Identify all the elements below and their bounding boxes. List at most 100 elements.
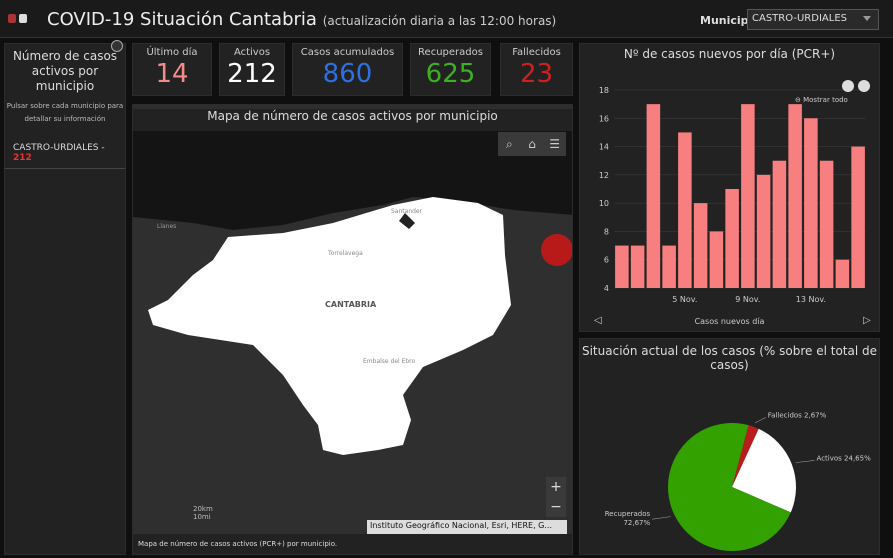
kpi-label: Activos: [233, 47, 271, 58]
kpi-value: 860: [322, 59, 373, 89]
map-attribution: Instituto Geográfico Nacional, Esri, HER…: [367, 520, 567, 534]
bar[interactable]: [725, 189, 739, 288]
bar[interactable]: [693, 203, 708, 288]
kpi-value: 23: [519, 59, 554, 89]
bar[interactable]: [709, 231, 724, 288]
list-icon[interactable]: ☰: [549, 137, 561, 151]
chevron-down-icon: [863, 16, 871, 21]
bar[interactable]: [772, 160, 787, 288]
expand-icon[interactable]: [111, 40, 123, 52]
bar-chart-title: Nº de casos nuevos por día (PCR+): [623, 47, 836, 61]
map-toolbar: ⌕ ⌂ ☰: [498, 132, 566, 156]
kpi-ultimo-dia: Último día 14: [132, 43, 212, 96]
kpi-fallecidos: Fallecidos 23: [500, 43, 573, 96]
zoom-out-icon[interactable]: −: [550, 499, 562, 515]
search-icon[interactable]: ⌕: [505, 137, 513, 151]
y-tick-label: 16: [599, 114, 609, 123]
kpi-label: Casos acumulados: [300, 47, 395, 58]
y-tick-label: 18: [599, 86, 609, 95]
bar[interactable]: [835, 259, 850, 288]
scroll-right-icon[interactable]: ▷: [863, 315, 871, 326]
kpi-value: 625: [425, 59, 476, 89]
bar[interactable]: [741, 104, 755, 288]
x-tick-label: 9 Nov.: [735, 295, 760, 304]
pie-chart[interactable]: Fallecidos 2,67% Activos 24,65% Recuperado…: [580, 363, 879, 553]
bar-chart-panel: Nº de casos nuevos por día (PCR+) 4 6 8 10 1…: [579, 43, 880, 332]
sidebar-heading: Número de casos activos por municipio: [12, 49, 118, 93]
bar[interactable]: [851, 146, 865, 288]
kpi-label: Fallecidos: [512, 47, 561, 58]
mostrar-todo-button[interactable]: ⊖ Mostrar todo: [795, 96, 848, 104]
map-label-embalse: Embalse del Ebro: [363, 358, 416, 365]
x-tick-label: 13 Nov.: [796, 295, 826, 304]
x-tick-label: 5 Nov.: [672, 295, 697, 304]
pie-chart-panel: Situación actual de los casos (% sobre e…: [579, 338, 880, 555]
pie-slice[interactable]: [732, 425, 759, 487]
kpi-recuperados: Recuperados 625: [410, 43, 491, 96]
pie-leader-line: [754, 417, 766, 424]
zoom-control: + −: [546, 477, 566, 517]
y-tick-label: 4: [604, 284, 609, 293]
y-tick-label: 8: [604, 227, 609, 236]
case-circle-castro-urdiales[interactable]: [541, 234, 573, 266]
kpi-label: Último día: [146, 47, 198, 58]
map-footer: Mapa de número de casos activos (PCR+) p…: [133, 534, 572, 554]
y-tick-label: 12: [599, 171, 609, 180]
bar[interactable]: [646, 104, 661, 288]
bar-chart[interactable]: 4 6 8 10 12 14 16 18 5 Nov. 9 Nov. 13 Nov.: [580, 66, 879, 331]
municipio-value: CASTRO-URDIALES: [752, 13, 847, 24]
bar[interactable]: [788, 104, 802, 288]
kpi-value: 212: [227, 59, 277, 89]
bar[interactable]: [804, 118, 818, 289]
pie-chart-title: Situación actual de los casos (% sobre e…: [581, 344, 877, 372]
bar[interactable]: [756, 174, 771, 288]
bar[interactable]: [678, 132, 692, 288]
pause-icon[interactable]: [842, 80, 854, 92]
scale-km: 20km: [193, 505, 213, 513]
kpi-casos-acumulados: Casos acumulados 860: [292, 43, 403, 96]
municipio-select[interactable]: CASTRO-URDIALES: [747, 9, 879, 30]
bar-chart-xlabel: Casos nuevos día: [694, 317, 765, 326]
map-label-santander: Santander: [391, 208, 423, 215]
pie-label: Fallecidos 2,67%: [768, 411, 827, 419]
page-subtitle: (actualización diaria a las 12:00 horas): [322, 14, 557, 28]
pie-slice[interactable]: [732, 428, 796, 513]
list-item-municipio[interactable]: CASTRO-URDIALES - 212: [5, 143, 125, 169]
pie-label: Recuperados 72,67%: [605, 510, 651, 527]
zoom-in-icon[interactable]: +: [550, 479, 562, 495]
pie-slice[interactable]: [668, 423, 791, 551]
logo: [8, 14, 27, 23]
scale-mi: 10mi: [193, 513, 211, 521]
pie-label: Activos 24,65%: [817, 454, 872, 462]
municipio-label: Municipio: [700, 14, 760, 27]
sidebar-panel: Número de casos activos por municipio Pu…: [4, 40, 126, 555]
bar[interactable]: [615, 245, 629, 288]
kpi-activos: Activos 212: [219, 43, 285, 96]
pie-leader-line: [795, 460, 815, 463]
mostrar-todo-label: Mostrar todo: [803, 96, 848, 104]
y-tick-label: 14: [599, 143, 609, 152]
kpi-label: Recuperados: [418, 47, 483, 58]
pie-leader-line: [652, 516, 671, 520]
bar[interactable]: [662, 245, 676, 288]
play-icon[interactable]: [858, 80, 870, 92]
sidebar-hint: Pulsar sobre cada municipio para detalla…: [6, 102, 124, 123]
scroll-left-icon[interactable]: ◁: [594, 315, 602, 326]
map-label-torrelavega: Torrelavega: [327, 250, 363, 257]
cantabria-region[interactable]: [148, 197, 511, 455]
kpi-value: 14: [155, 59, 189, 89]
map-label-cantabria: CANTABRIA: [325, 300, 377, 309]
y-tick-label: 6: [604, 256, 609, 265]
list-item-name: CASTRO-URDIALES -: [13, 143, 105, 153]
y-tick-label: 10: [599, 199, 609, 208]
header-bar: COVID-19 Situación Cantabria (actualizac…: [0, 0, 893, 38]
map-canvas[interactable]: Llanes Santander Torrelavega CANTABRIA E…: [133, 105, 573, 555]
scale-bar: 20km 10mi: [193, 505, 213, 521]
map-label-llanes: Llanes: [157, 223, 176, 230]
home-icon[interactable]: ⌂: [528, 137, 536, 151]
bar[interactable]: [819, 160, 834, 288]
list-item-value: 212: [13, 153, 32, 163]
map-panel[interactable]: Llanes Santander Torrelavega CANTABRIA E…: [132, 104, 573, 555]
bar[interactable]: [630, 245, 645, 288]
map-title: Mapa de número de casos activos por muni…: [133, 109, 572, 131]
